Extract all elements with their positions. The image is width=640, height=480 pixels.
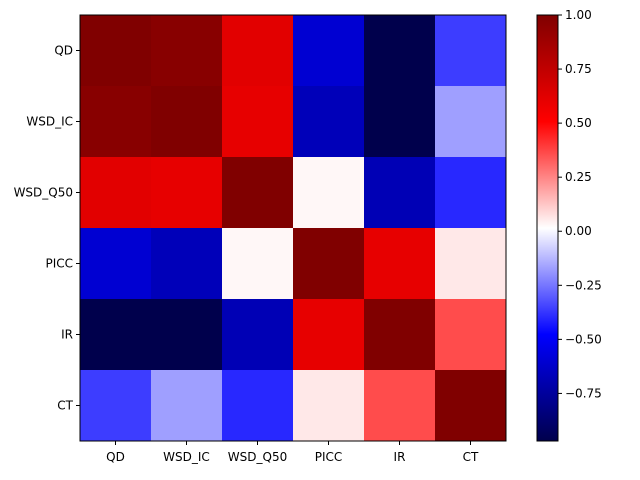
x-tick-label: QD — [106, 450, 125, 464]
y-tick-label: QD — [54, 44, 73, 58]
heatmap-cell — [364, 370, 436, 442]
heatmap-cell — [364, 15, 436, 87]
heatmap-cell — [80, 370, 152, 442]
heatmap-cell — [222, 228, 294, 300]
y-tick-label: IR — [61, 328, 73, 342]
y-tick-label: PICC — [45, 257, 73, 271]
colorbar-gradient — [537, 15, 558, 441]
heatmap-cell — [293, 86, 365, 158]
heatmap-cell — [80, 299, 152, 371]
heatmap-cell — [222, 86, 294, 158]
y-tick-label: WSD_IC — [26, 115, 73, 129]
heatmap-cell — [80, 86, 152, 158]
heatmap-cell — [222, 299, 294, 371]
heatmap-cell — [151, 370, 223, 442]
y-tick-label: CT — [57, 399, 73, 413]
heatmap-cell — [151, 15, 223, 87]
heatmap-cell — [435, 299, 507, 371]
heatmap-cell — [435, 86, 507, 158]
heatmap-cell — [293, 15, 365, 87]
x-tick-label: WSD_Q50 — [228, 450, 287, 464]
heatmap-cell — [364, 157, 436, 229]
colorbar-tick-label: −0.50 — [565, 332, 602, 346]
heatmap-cell — [151, 157, 223, 229]
heatmap-cell — [80, 15, 152, 87]
heatmap-cell — [293, 370, 365, 442]
heatmap-cell — [364, 86, 436, 158]
heatmap-cell — [151, 86, 223, 158]
heatmap-cell — [364, 228, 436, 300]
heatmap-cell — [435, 228, 507, 300]
colorbar-tick-label: 0.00 — [565, 224, 592, 238]
heatmap-cell — [80, 228, 152, 300]
colorbar-tick-label: 0.25 — [565, 170, 592, 184]
heatmap-cell — [435, 370, 507, 442]
heatmap-cell — [293, 157, 365, 229]
x-axis: QD WSD_IC WSD_Q50 PICC IR CT — [106, 441, 479, 464]
y-axis: QD WSD_IC WSD_Q50 PICC IR CT — [14, 44, 80, 413]
colorbar-tick-label: 1.00 — [565, 8, 592, 22]
x-tick-label: WSD_IC — [163, 450, 210, 464]
heatmap-cell — [222, 370, 294, 442]
colorbar-tick-label: −0.75 — [565, 386, 602, 400]
colorbar-tick-label: 0.50 — [565, 116, 592, 130]
x-tick-label: PICC — [315, 450, 343, 464]
heatmap-frame — [79, 14, 507, 442]
heatmap-cell — [222, 15, 294, 87]
x-tick-label: CT — [463, 450, 479, 464]
colorbar-frame — [536, 14, 559, 442]
x-tick-label: IR — [394, 450, 406, 464]
heatmap-cell — [435, 157, 507, 229]
colorbar-tick-label: 0.75 — [565, 62, 592, 76]
colorbar-ticks: 1.00 0.75 0.50 0.25 0.00 −0.25 −0.50 −0.75 — [558, 8, 602, 400]
colorbar: 1.00 0.75 0.50 0.25 0.00 −0.25 −0.50 −0.75 — [536, 8, 602, 442]
heatmap-cell — [222, 157, 294, 229]
heatmap-cell — [151, 299, 223, 371]
heatmap-cell — [151, 228, 223, 300]
y-tick-label: WSD_Q50 — [14, 186, 73, 200]
heatmap-cell — [293, 228, 365, 300]
heatmap-cell — [80, 157, 152, 229]
heatmap-cell — [364, 299, 436, 371]
colorbar-tick-label: −0.25 — [565, 278, 602, 292]
heatmap-cell — [435, 15, 507, 87]
heatmap-cells — [80, 15, 507, 442]
heatmap-cell — [293, 299, 365, 371]
